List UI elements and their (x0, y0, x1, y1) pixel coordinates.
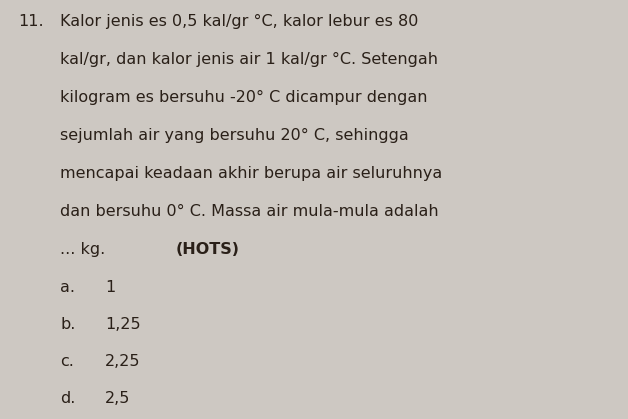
Text: a.: a. (60, 280, 75, 295)
Text: mencapai keadaan akhir berupa air seluruhnya: mencapai keadaan akhir berupa air seluru… (60, 166, 442, 181)
Text: sejumlah air yang bersuhu 20° C, sehingga: sejumlah air yang bersuhu 20° C, sehingg… (60, 128, 409, 143)
Text: 2,25: 2,25 (105, 354, 141, 369)
Text: ... kg.: ... kg. (60, 242, 111, 257)
Text: kal/gr, dan kalor jenis air 1 kal/gr °C. Setengah: kal/gr, dan kalor jenis air 1 kal/gr °C.… (60, 52, 438, 67)
Text: Kalor jenis es 0,5 kal/gr °C, kalor lebur es 80: Kalor jenis es 0,5 kal/gr °C, kalor lebu… (60, 14, 418, 29)
Text: 1: 1 (105, 280, 116, 295)
Text: d.: d. (60, 391, 75, 406)
Text: 11.: 11. (18, 14, 43, 29)
Text: 2,5: 2,5 (105, 391, 131, 406)
Text: b.: b. (60, 317, 75, 332)
Text: (HOTS): (HOTS) (175, 242, 239, 257)
Text: kilogram es bersuhu -20° C dicampur dengan: kilogram es bersuhu -20° C dicampur deng… (60, 90, 428, 105)
Text: 1,25: 1,25 (105, 317, 141, 332)
Text: dan bersuhu 0° C. Massa air mula-mula adalah: dan bersuhu 0° C. Massa air mula-mula ad… (60, 204, 438, 219)
Text: c.: c. (60, 354, 74, 369)
